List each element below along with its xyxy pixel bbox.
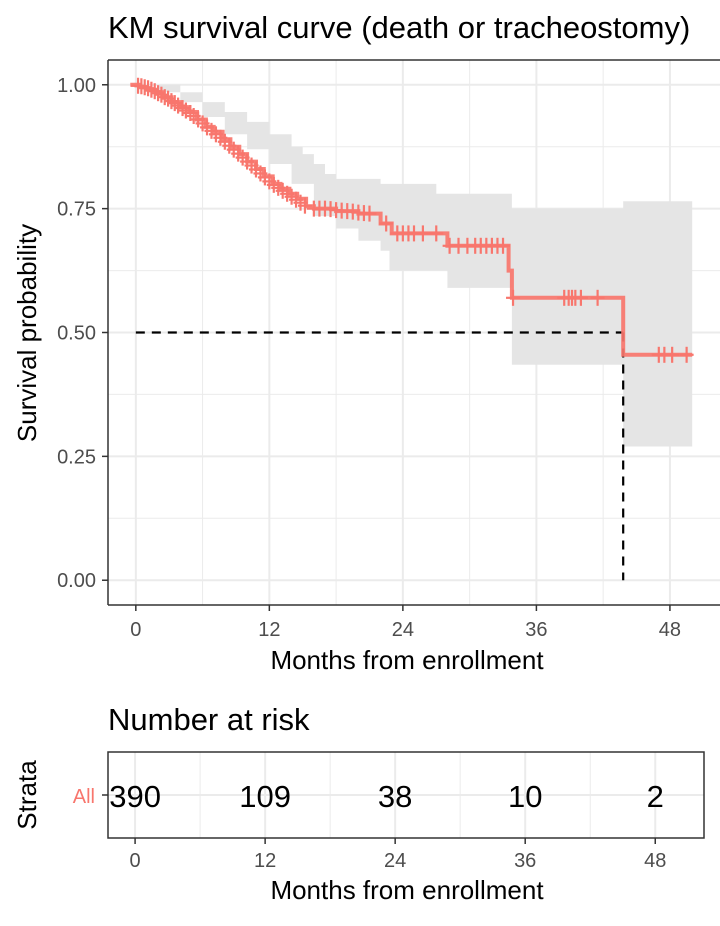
censor-mark	[362, 205, 377, 222]
censor-mark	[144, 81, 159, 98]
km-y-tick-label: 0.25	[57, 446, 96, 468]
censor-mark	[147, 83, 162, 100]
censor-mark	[379, 215, 394, 232]
censor-mark	[573, 289, 588, 306]
risk-x-tick-label: 12	[254, 850, 276, 872]
km-y-axis-label: Survival probability	[12, 224, 42, 442]
risk-value: 10	[508, 779, 542, 814]
censor-mark	[679, 346, 694, 363]
risk-values: 390 109 38 10 2	[102, 779, 664, 814]
risk-value: 390	[109, 779, 161, 814]
censor-mark	[415, 225, 430, 242]
km-title: KM survival curve (death or tracheostomy…	[108, 10, 690, 45]
censor-mark	[429, 225, 444, 242]
risk-gridlines	[108, 752, 704, 838]
censor-mark	[506, 289, 521, 306]
censor-mark	[183, 105, 198, 122]
censor-mark	[496, 237, 511, 254]
risk-x-axis: 0 12 24 36 48	[130, 838, 666, 872]
censor-mark	[154, 86, 169, 103]
km-plot: KM survival curve (death or tracheostomy…	[12, 10, 720, 675]
km-y-tick-label: 0.00	[57, 570, 96, 592]
censor-mark	[175, 100, 190, 117]
km-x-axis-label: Months from enrollment	[270, 645, 544, 675]
censor-mark	[151, 85, 166, 102]
km-x-axis: 0 12 24 36 48	[130, 605, 681, 641]
km-y-tick-label: 0.75	[57, 199, 96, 221]
km-x-tick-label: 0	[130, 619, 141, 641]
risk-y-axis-label: Strata	[12, 760, 42, 830]
risk-value: 38	[378, 779, 412, 814]
confidence-band	[130, 84, 693, 447]
censor-mark	[141, 80, 156, 97]
km-x-tick-label: 24	[392, 619, 414, 641]
median-lines	[135, 331, 625, 581]
censor-marks	[131, 77, 694, 363]
km-x-tick-label: 12	[258, 619, 280, 641]
risk-x-tick-label: 0	[130, 850, 141, 872]
censor-mark	[167, 95, 182, 112]
censor-mark	[590, 289, 605, 306]
censor-mark	[297, 197, 312, 214]
risk-x-tick-label: 48	[644, 850, 666, 872]
km-x-tick-label: 48	[659, 619, 681, 641]
km-y-tick-label: 0.50	[57, 323, 96, 345]
km-y-tick-label: 1.00	[57, 75, 96, 97]
risk-value: 2	[647, 779, 664, 814]
censor-mark	[665, 346, 680, 363]
km-x-tick-label: 36	[525, 619, 547, 641]
censor-mark	[157, 89, 172, 106]
risk-x-tick-label: 24	[384, 850, 406, 872]
km-plot-panel	[107, 59, 720, 606]
risk-table: Number at risk All 390 109 38 10 2 0 12 24 36 48…	[12, 702, 705, 905]
risk-row-label-all: All	[73, 786, 95, 808]
risk-table-title: Number at risk	[108, 702, 310, 737]
risk-value: 109	[239, 779, 291, 814]
risk-x-axis-label: Months from enrollment	[270, 875, 544, 905]
km-y-axis: 0.00 0.25 0.50 0.75 1.00	[57, 75, 108, 592]
risk-x-tick-label: 36	[514, 850, 536, 872]
